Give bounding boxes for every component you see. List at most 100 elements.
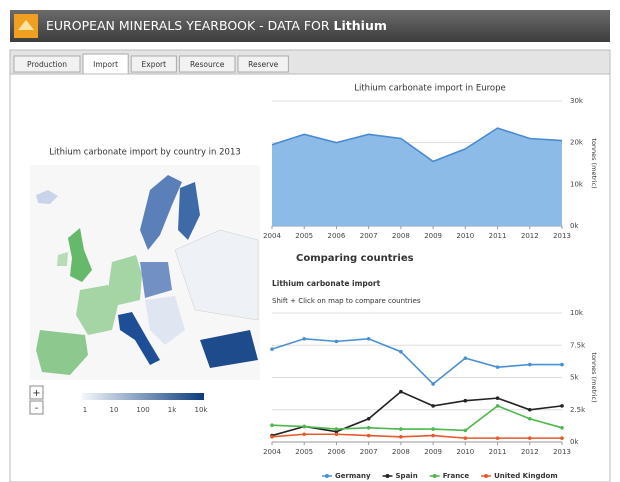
point xyxy=(334,339,339,344)
country-ireland xyxy=(57,252,68,266)
point xyxy=(560,426,564,430)
x-tick-label: 2012 xyxy=(521,232,539,240)
chart-title: Lithium carbonate import in Europe xyxy=(354,84,506,94)
x-tick-label: 2011 xyxy=(489,232,507,240)
point xyxy=(334,427,339,431)
y-tick-label: 30k xyxy=(570,97,584,105)
chart-title: Lithium carbonate import xyxy=(272,279,381,288)
country-scandinavia xyxy=(140,175,182,250)
country-italy xyxy=(118,312,160,365)
zoom-out[interactable] xyxy=(29,400,44,415)
tabs: Production Import Export Resource Reserve xyxy=(13,53,289,75)
scale-label: 100 xyxy=(136,406,149,414)
country-germany xyxy=(108,255,142,305)
y-tick-label: 2.5k xyxy=(570,406,586,414)
point xyxy=(399,435,403,439)
x-tick-label: 2013 xyxy=(553,232,571,240)
point xyxy=(399,389,403,394)
zoom-out-label[interactable]: - xyxy=(35,403,39,414)
y-tick-label: 5k xyxy=(570,374,579,382)
y-tick-label: 20k xyxy=(570,139,584,147)
legend-label: Spain xyxy=(396,472,418,480)
x-tick-label: 2010 xyxy=(456,448,474,456)
country-turkey xyxy=(200,330,258,368)
x-tick-label: 2004 xyxy=(263,448,281,456)
tab-label[interactable]: Resource xyxy=(190,60,225,69)
map xyxy=(30,165,260,380)
point xyxy=(527,362,532,367)
x-tick-label: 2006 xyxy=(328,448,346,456)
commodity: Lithium xyxy=(334,18,387,33)
point xyxy=(431,404,435,408)
title-text: EUROPEAN MINERALS YEARBOOK - DATA FOR xyxy=(46,18,330,33)
country-iceland xyxy=(36,190,58,204)
country-east xyxy=(174,229,259,321)
point xyxy=(560,362,564,367)
point xyxy=(302,424,307,429)
legend-marker xyxy=(432,474,437,478)
legend-marker xyxy=(484,474,489,478)
scale-label: 1k xyxy=(168,406,177,414)
point xyxy=(431,382,435,386)
line xyxy=(271,404,563,432)
point xyxy=(527,416,532,421)
logo-icon xyxy=(18,20,34,30)
legend-label: United Kingdom xyxy=(494,472,558,480)
tab[interactable] xyxy=(130,55,177,73)
x-tick-label: 2005 xyxy=(295,448,313,456)
x-tick-label: 2004 xyxy=(263,232,281,240)
point xyxy=(399,349,403,354)
hint: Shift + Click on map to compare countrie… xyxy=(272,297,421,305)
line xyxy=(271,337,562,386)
x-tick-label: 2007 xyxy=(360,232,378,240)
tab[interactable] xyxy=(237,55,289,73)
tab[interactable] xyxy=(178,55,236,73)
point xyxy=(463,428,468,433)
legend-marker xyxy=(325,474,329,478)
x-tick-label: 2009 xyxy=(424,232,442,240)
line xyxy=(271,433,562,439)
map-title: Lithium carbonate import by country in 2… xyxy=(49,148,241,158)
header-title: EUROPEAN MINERALS YEARBOOK - DATA FOR Li… xyxy=(46,18,387,33)
header-bar xyxy=(10,10,610,42)
point xyxy=(334,429,339,434)
x-tick-label: 2012 xyxy=(521,448,539,456)
y-tick-label: 7.5k xyxy=(570,341,586,349)
y-axis-label: tonnes (metric) xyxy=(590,352,598,402)
country-france xyxy=(76,285,118,335)
x-tick-label: 2010 xyxy=(456,232,474,240)
country-poland xyxy=(140,262,172,298)
point xyxy=(399,427,403,431)
zoom-in-label[interactable]: + xyxy=(32,388,40,399)
x-tick-label: 2013 xyxy=(553,448,571,456)
tab-label[interactable]: Reserve xyxy=(248,60,279,69)
point xyxy=(302,432,307,437)
zoom-in[interactable] xyxy=(29,385,44,400)
x-tick-label: 2008 xyxy=(392,232,410,240)
scale-label: 10k xyxy=(195,406,209,414)
legend-marker xyxy=(385,474,390,478)
point xyxy=(560,436,564,440)
point xyxy=(270,347,274,351)
section-title: Comparing countries xyxy=(296,253,414,264)
tab-label[interactable]: Import xyxy=(93,60,118,69)
point xyxy=(527,407,532,412)
x-tick-label: 2008 xyxy=(392,448,410,456)
tab[interactable] xyxy=(13,55,81,73)
country-finland xyxy=(178,182,200,240)
point xyxy=(431,433,435,438)
tab-label[interactable]: Production xyxy=(27,60,67,69)
color-scale xyxy=(82,393,204,400)
country-spain xyxy=(36,330,88,375)
country-uk xyxy=(68,228,92,282)
point xyxy=(270,423,274,428)
line xyxy=(271,390,563,437)
tab-label[interactable]: Export xyxy=(142,60,167,69)
x-tick-label: 2007 xyxy=(360,448,378,456)
point xyxy=(463,436,468,440)
point xyxy=(495,365,500,369)
point xyxy=(366,416,371,421)
point xyxy=(495,396,500,400)
scale-label: 10 xyxy=(110,406,119,414)
